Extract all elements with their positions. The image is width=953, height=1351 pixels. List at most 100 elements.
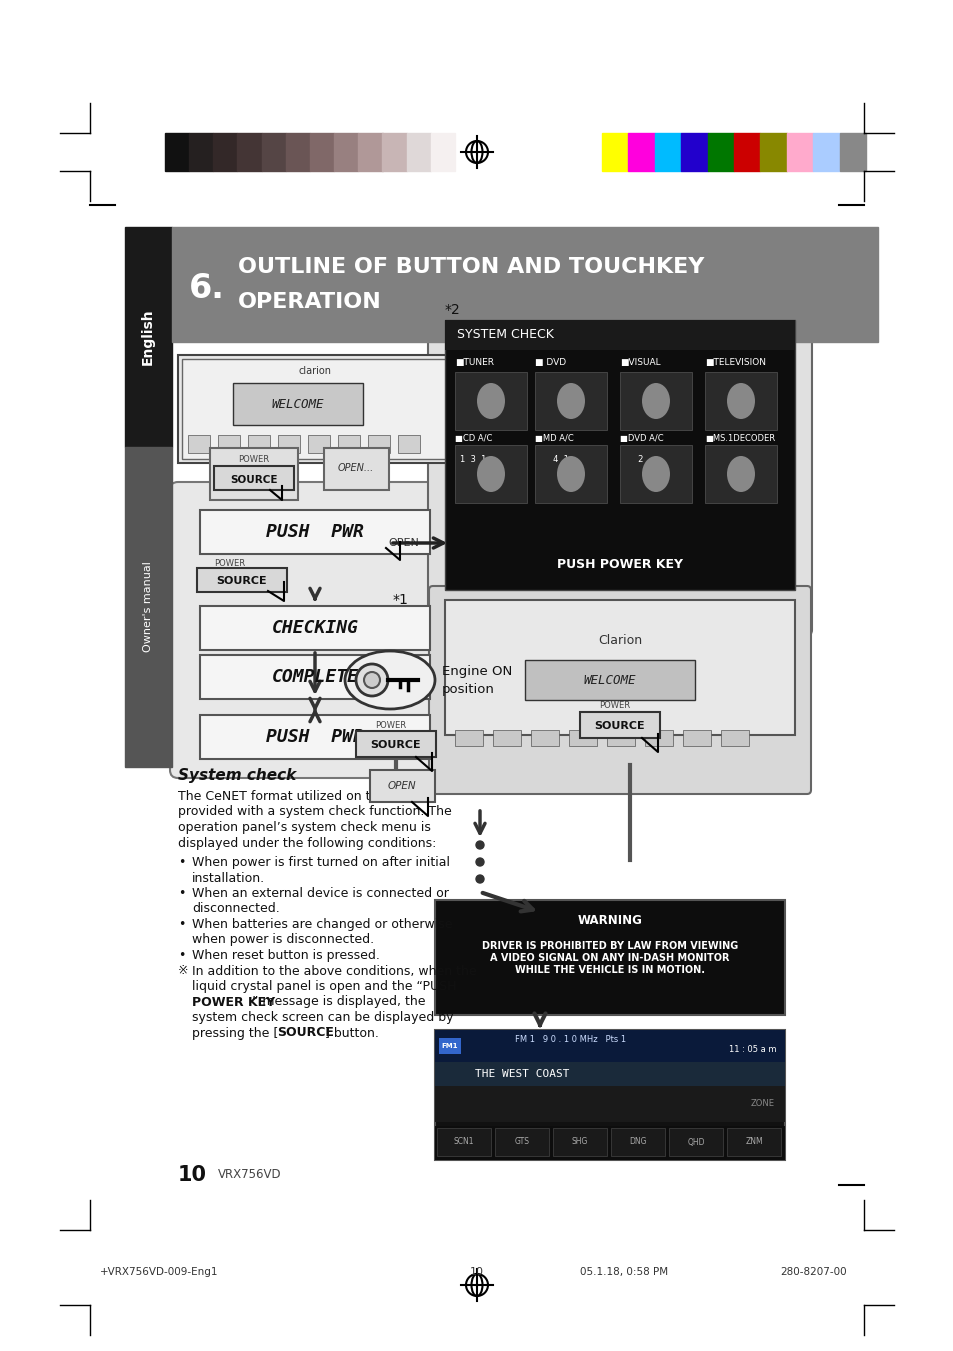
Bar <box>654 132 680 172</box>
Text: ” message is displayed, the: ” message is displayed, the <box>252 996 425 1008</box>
Bar <box>619 444 691 503</box>
FancyBboxPatch shape <box>170 482 485 778</box>
Text: ■TUNER: ■TUNER <box>455 358 494 366</box>
Text: When reset button is pressed.: When reset button is pressed. <box>192 948 379 962</box>
Bar <box>726 1128 781 1156</box>
Text: POWER: POWER <box>598 701 630 711</box>
Text: 05.1.18, 0:58 PM: 05.1.18, 0:58 PM <box>579 1267 667 1277</box>
Bar <box>397 435 419 453</box>
Bar <box>324 449 389 490</box>
Text: SOURCE: SOURCE <box>216 576 267 586</box>
Text: COMPLETE: COMPLETE <box>272 667 358 686</box>
Text: *1: *1 <box>393 593 409 607</box>
Text: CHECKING: CHECKING <box>272 619 358 638</box>
Text: installation.: installation. <box>192 871 265 885</box>
Bar <box>601 132 628 172</box>
Text: GTS: GTS <box>514 1138 529 1147</box>
Bar <box>495 1128 548 1156</box>
Text: ■MS.1DECODER: ■MS.1DECODER <box>704 434 774 443</box>
Circle shape <box>476 842 483 848</box>
Bar <box>786 132 812 172</box>
Text: OPEN...: OPEN... <box>337 463 374 473</box>
Circle shape <box>355 663 388 696</box>
Bar <box>286 132 310 172</box>
Text: FM1: FM1 <box>441 1043 457 1048</box>
Bar <box>435 1029 784 1062</box>
Text: 6.: 6. <box>189 273 225 305</box>
Text: •: • <box>178 888 185 900</box>
Bar <box>196 567 287 592</box>
Text: operation panel’s system check menu is: operation panel’s system check menu is <box>178 821 431 834</box>
Bar <box>277 435 299 453</box>
Bar <box>165 132 189 172</box>
Text: WELCOME: WELCOME <box>583 674 636 686</box>
Text: ※: ※ <box>178 965 189 978</box>
Bar <box>382 132 406 172</box>
Text: provided with a system check function. The: provided with a system check function. T… <box>178 805 452 819</box>
Bar <box>368 435 390 453</box>
Text: OPEN: OPEN <box>387 781 416 790</box>
Bar <box>493 730 520 746</box>
Ellipse shape <box>476 457 504 492</box>
Text: When power is first turned on after initial: When power is first turned on after init… <box>192 857 450 869</box>
Text: OPERATION: OPERATION <box>237 292 381 312</box>
Text: FM 1   9 0 . 1 0 MHz   Pts 1: FM 1 9 0 . 1 0 MHz Pts 1 <box>515 1035 625 1044</box>
Text: •: • <box>178 917 185 931</box>
Text: WARNING: WARNING <box>577 913 641 927</box>
Text: Owner's manual: Owner's manual <box>143 562 152 653</box>
Bar <box>812 132 839 172</box>
Text: system check screen can be displayed by: system check screen can be displayed by <box>192 1011 453 1024</box>
Bar <box>644 730 672 746</box>
Bar <box>682 730 710 746</box>
Text: ■VISUAL: ■VISUAL <box>619 358 659 366</box>
Text: 11 : 05 a m: 11 : 05 a m <box>729 1046 776 1055</box>
Bar <box>370 770 435 802</box>
Text: PUSH  PWR: PUSH PWR <box>266 728 363 746</box>
Text: disconnected.: disconnected. <box>192 902 279 916</box>
Text: QHD: QHD <box>686 1138 704 1147</box>
Text: clarion: clarion <box>298 366 331 376</box>
Text: •: • <box>178 857 185 869</box>
Text: PUSH POWER KEY: PUSH POWER KEY <box>557 558 682 571</box>
Ellipse shape <box>641 382 669 419</box>
Bar <box>334 132 358 172</box>
Circle shape <box>364 671 379 688</box>
Bar <box>444 320 794 590</box>
Bar <box>358 132 382 172</box>
Text: When batteries are changed or otherwise: When batteries are changed or otherwise <box>192 917 452 931</box>
Text: ■DVD A/C: ■DVD A/C <box>619 434 663 443</box>
Bar <box>188 435 210 453</box>
Bar <box>218 435 240 453</box>
Text: SCN1: SCN1 <box>454 1138 474 1147</box>
Bar <box>182 359 449 459</box>
Text: In addition to the above conditions, when the: In addition to the above conditions, whe… <box>192 965 476 978</box>
Text: OUTLINE OF BUTTON AND TOUCHKEY: OUTLINE OF BUTTON AND TOUCHKEY <box>237 257 703 277</box>
Text: ■MD A/C: ■MD A/C <box>535 434 573 443</box>
Bar <box>668 1128 722 1156</box>
Text: POWER: POWER <box>214 558 245 567</box>
Text: Clarion: Clarion <box>598 634 641 647</box>
Bar <box>704 372 776 430</box>
Bar <box>431 132 455 172</box>
Text: SOURCE: SOURCE <box>371 740 421 750</box>
Bar <box>455 372 526 430</box>
Text: POWER KEY: POWER KEY <box>192 996 274 1008</box>
Bar <box>579 712 659 738</box>
Bar <box>455 730 482 746</box>
Text: ZONE: ZONE <box>750 1100 774 1109</box>
Bar <box>535 444 606 503</box>
FancyBboxPatch shape <box>428 300 811 635</box>
Bar <box>444 600 794 735</box>
Text: WELCOME: WELCOME <box>272 399 324 412</box>
Bar <box>435 1125 784 1161</box>
Bar <box>619 372 691 430</box>
Text: SOURCE: SOURCE <box>594 721 644 731</box>
Bar <box>568 730 597 746</box>
Ellipse shape <box>345 651 435 709</box>
Bar <box>210 449 297 500</box>
Bar <box>435 1086 784 1121</box>
Bar <box>310 132 334 172</box>
Bar <box>261 132 286 172</box>
Bar <box>436 1128 491 1156</box>
Text: POWER: POWER <box>375 720 406 730</box>
